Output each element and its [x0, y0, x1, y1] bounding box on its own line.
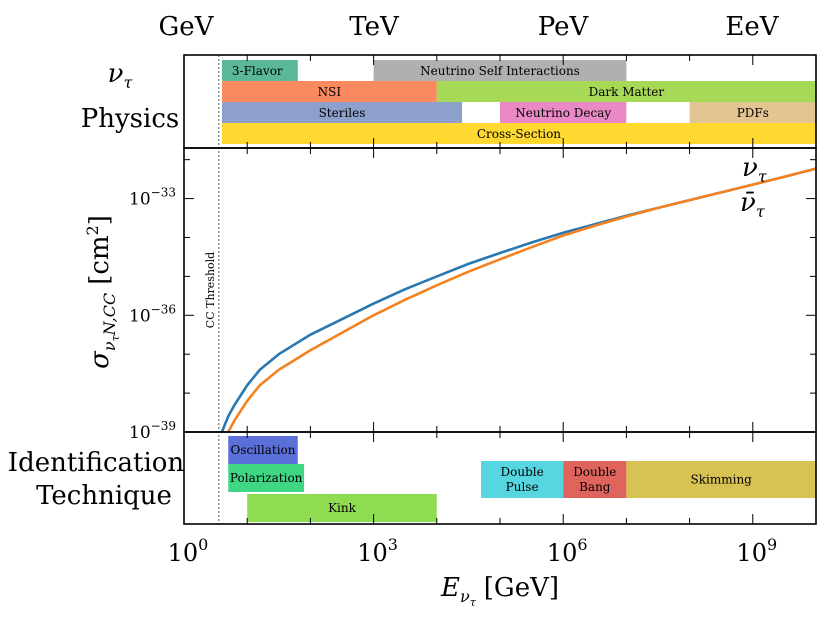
cross-section-curves — [220, 167, 817, 433]
technique-bars: OscillationPolarizationKinkDoublePulseDo… — [228, 436, 816, 522]
technique-bar-polarization — [228, 464, 305, 492]
physics-bar-label-3-flavor: 3-Flavor — [232, 64, 283, 78]
physics-bar-steriles — [221, 102, 463, 123]
series-labels: ντ ν̄τ — [740, 153, 768, 221]
y-axis-label-text: σντN,CC[cm2] — [83, 215, 122, 369]
cc-threshold-label: CC Threshold — [204, 252, 217, 328]
technique-bar-kink — [247, 494, 437, 522]
x-tick-label: 106 — [547, 535, 588, 567]
physics-bar-label-steriles: Steriles — [319, 106, 366, 120]
technique-bar-oscillation — [228, 436, 298, 464]
physics-bar-dark-matter — [436, 81, 816, 102]
technique-title-line2: Technique — [36, 481, 172, 511]
physics-bar-neutrino-self-interactions — [373, 60, 627, 81]
y-tick-label: 10−39 — [129, 419, 176, 443]
x-tick-label: 103 — [357, 535, 398, 567]
physics-bar-label-dark-matter: Dark Matter — [589, 85, 665, 99]
technique-title-line1: Identification — [8, 448, 185, 478]
technique-bar-double-bang — [563, 461, 627, 498]
y-tick-label: 10−33 — [129, 186, 176, 210]
physics-bar-label-pdfs: PDFs — [737, 106, 769, 120]
technique-bar-double-pulse — [481, 461, 564, 498]
physics-bar-3-flavor — [221, 60, 298, 81]
physics-title-nu: ντ — [108, 59, 134, 92]
energy-label-tev: TeV — [349, 12, 400, 42]
physics-bar-neutrino-decay — [500, 102, 627, 123]
x-axis-label: Eντ [GeV] — [440, 573, 559, 609]
y-tick-label: 10−36 — [129, 302, 176, 326]
physics-bar-label-nsi: NSI — [318, 85, 342, 99]
energy-label-eev: EeV — [725, 12, 779, 42]
y-axis-label: σντN,CC[cm2] — [83, 215, 122, 369]
physics-bar-cross-section — [221, 123, 817, 144]
physics-bar-label-cross-section: Cross-Section — [477, 127, 561, 141]
cross-section-panel-frame — [183, 147, 817, 433]
energy-scale-labels: GeV TeV PeV EeV — [159, 12, 780, 42]
physics-bar-label-neutrino-self-interactions: Neutrino Self Interactions — [420, 64, 580, 78]
technique-bar-label-double-bang-1: Double — [573, 465, 616, 479]
x-axis-ticks: 100 103 106 109 — [168, 55, 817, 567]
series-label-nubar-tau: ν̄τ — [740, 188, 766, 221]
series-line-nu-tau — [220, 167, 817, 433]
y-axis-ticks: 10−39 10−36 10−33 — [129, 159, 816, 443]
physics-panel-title: ντ Physics — [81, 59, 180, 134]
energy-label-pev: PeV — [538, 12, 590, 42]
series-line-nubar-tau — [227, 167, 817, 433]
technique-panel-frame — [183, 431, 817, 525]
technique-panel-title: Identification Technique — [8, 448, 185, 511]
technique-bar-label-double-bang-2: Bang — [579, 480, 611, 494]
technique-bar-skimming — [626, 461, 816, 498]
technique-bar-label-double-pulse-1: Double — [501, 465, 544, 479]
technique-bar-label-skimming: Skimming — [691, 473, 753, 487]
physics-bar-label-neutrino-decay: Neutrino Decay — [515, 106, 611, 120]
technique-bar-label-kink: Kink — [328, 501, 357, 515]
energy-label-gev: GeV — [159, 12, 215, 42]
cc-threshold: CC Threshold — [204, 55, 220, 524]
x-tick-label: 100 — [168, 535, 209, 567]
technique-bar-label-polarization: Polarization — [230, 471, 303, 485]
physics-bars: 3-Flavor Neutrino Self Interactions NSI Dar… — [221, 60, 817, 144]
physics-bar-nsi — [221, 81, 437, 102]
technique-bar-label-double-pulse-2: Pulse — [506, 480, 539, 494]
x-tick-label: 109 — [736, 535, 777, 567]
physics-title-text: Physics — [81, 104, 180, 134]
panel-frames — [183, 54, 817, 525]
series-label-nu-tau: ντ — [742, 153, 768, 186]
physics-bar-pdfs — [689, 102, 816, 123]
technique-bar-label-oscillation: Oscillation — [231, 443, 296, 457]
